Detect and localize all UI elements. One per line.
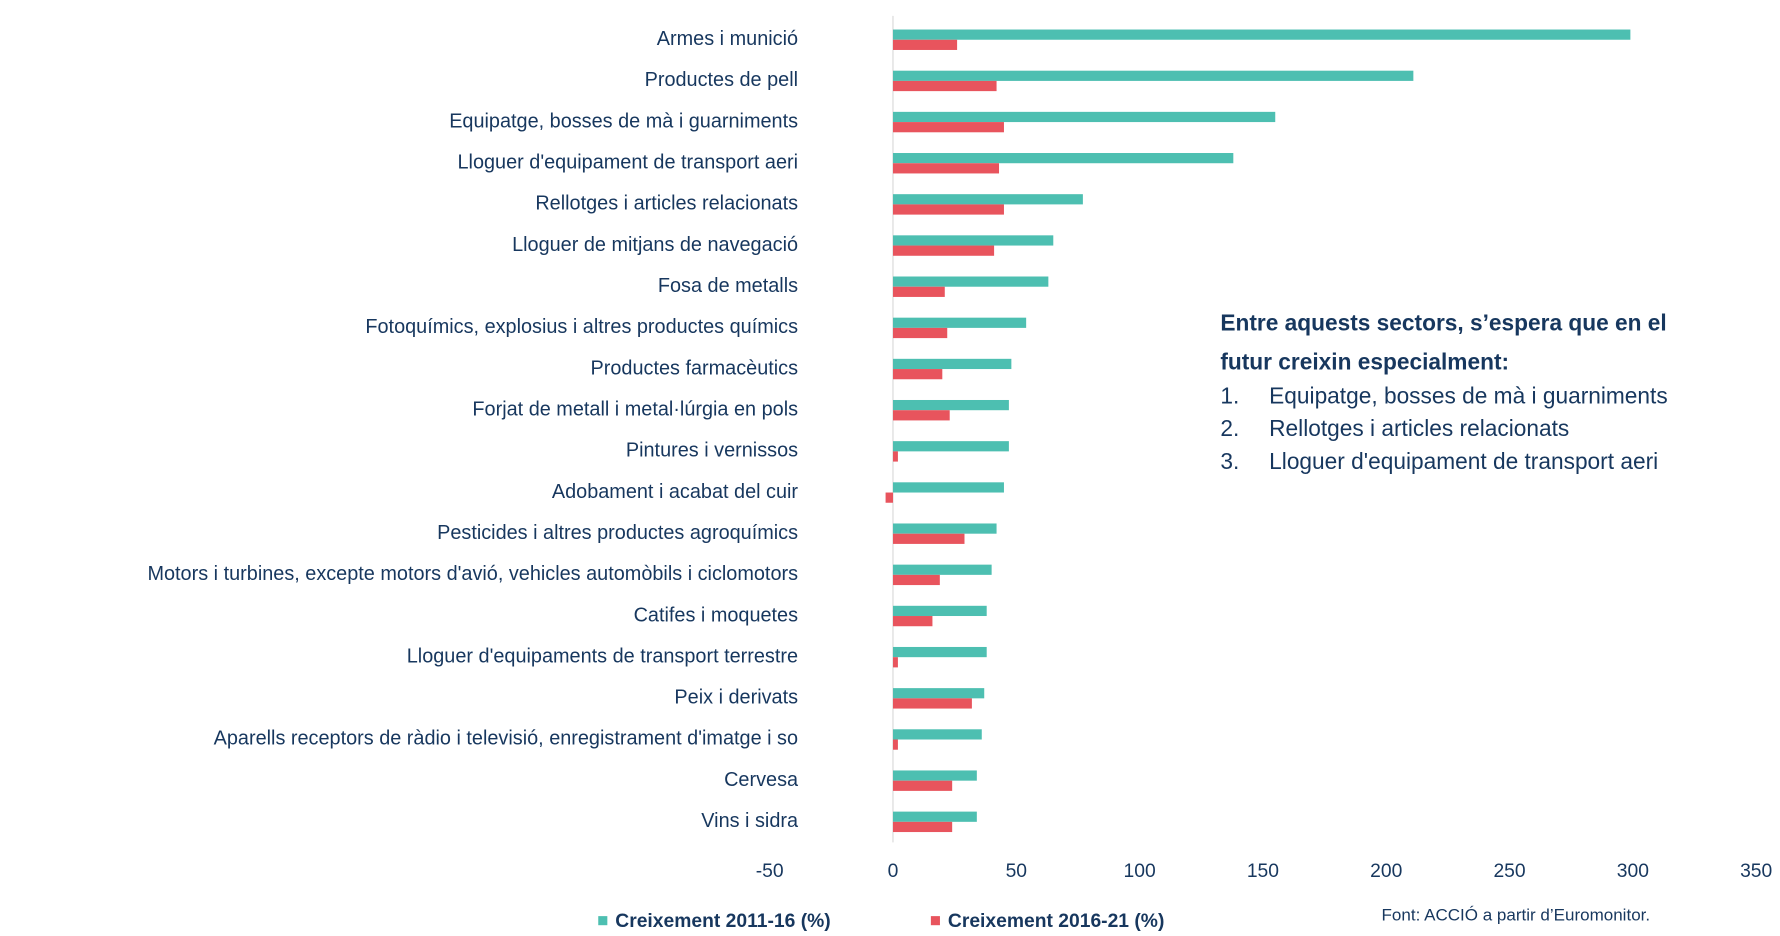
x-tick-label: 100 (1124, 861, 1156, 882)
bar (892, 770, 977, 781)
bar (892, 451, 898, 462)
source: Font: ACCIÓ a partir d’Euromonitor. (1382, 906, 1651, 925)
x-tick-label: 350 (1740, 861, 1772, 882)
x-tick-label: 150 (1247, 861, 1279, 882)
y-tick-label: Vins i sidra (701, 810, 799, 832)
legend-swatch (598, 916, 608, 926)
y-tick-label: Adobament i acabat del cuir (552, 481, 799, 503)
bar (892, 523, 997, 534)
bar (892, 245, 995, 256)
y-tick-label: Fosa de metalls (658, 275, 798, 297)
bar (892, 482, 1004, 493)
y-tick-label: Productes farmacèutics (591, 357, 799, 379)
bar (892, 235, 1054, 246)
bar (892, 698, 972, 709)
y-tick-label: Pesticides i altres productes agroquímic… (437, 522, 798, 544)
bar (892, 153, 1234, 164)
bar (892, 533, 965, 544)
y-tick-label: Fotoquímics, explosius i altres producte… (365, 316, 798, 338)
bar (892, 646, 987, 658)
annotation-number: 2. (1220, 415, 1239, 441)
bar (892, 194, 1083, 205)
x-tick-label: 0 (888, 861, 899, 882)
bar (892, 441, 1009, 452)
x-tick-label: 50 (1006, 861, 1027, 882)
bar (892, 286, 945, 297)
bar (892, 276, 1049, 287)
bar (892, 122, 1004, 133)
bar (892, 574, 940, 586)
legend-label: Creixement 2011-16 (%) (615, 911, 830, 932)
bar (892, 564, 992, 575)
legend-swatch (930, 916, 940, 926)
bar (892, 39, 958, 50)
x-tick-label: 250 (1493, 861, 1525, 882)
bar (892, 410, 950, 421)
bar (892, 657, 898, 668)
annotation: Entre aquests sectors, s’espera que en e… (1220, 310, 1667, 474)
bar (892, 163, 1000, 174)
x-tick-label: 200 (1370, 861, 1402, 882)
y-tick-label: Forjat de metall i metal·lúrgia en pols (472, 398, 798, 420)
bar (892, 821, 953, 833)
bar (892, 605, 987, 617)
y-tick-label: Motors i turbines, excepte motors d'avió… (147, 563, 798, 585)
y-tick-label: Productes de pell (645, 69, 798, 91)
bar (892, 70, 1414, 81)
y-tick-label: Lloguer de mitjans de navegació (512, 234, 798, 256)
annotation-title: futur creixin especialment: (1220, 348, 1509, 374)
bar (892, 327, 948, 339)
annotation-number: 1. (1220, 382, 1239, 408)
bar (892, 399, 1009, 411)
y-tick-label: Pintures i vernissos (626, 440, 798, 462)
bar (892, 729, 982, 740)
y-tick-label: Lloguer d'equipament de transport aeri (458, 151, 799, 173)
x-tick-label: 300 (1617, 861, 1649, 882)
y-tick-label: Lloguer d'equipaments de transport terre… (407, 645, 798, 667)
bar (885, 492, 893, 503)
bar (892, 204, 1004, 215)
annotation-item: Rellotges i articles relacionats (1269, 415, 1569, 441)
bar (892, 111, 1276, 123)
y-tick-label: Peix i derivats (674, 687, 798, 709)
bar (892, 80, 997, 92)
bar (892, 688, 985, 699)
y-tick-label: Catifes i moquetes (634, 604, 799, 626)
y-tick-label: Aparells receptors de ràdio i televisió,… (214, 728, 798, 750)
y-tick-label: Equipatge, bosses de mà i guarniments (449, 110, 798, 132)
bar (892, 739, 898, 750)
bar (892, 358, 1012, 370)
y-tick-label: Armes i munició (657, 28, 798, 50)
bar (892, 29, 1631, 40)
bar (892, 317, 1027, 328)
bar (892, 811, 977, 822)
annotation-item: Lloguer d'equipament de transport aeri (1269, 448, 1658, 474)
y-tick-label: Rellotges i articles relacionats (535, 193, 798, 215)
bar (892, 369, 943, 380)
x-tick-label: -50 (756, 861, 784, 882)
legend-label: Creixement 2016-21 (%) (948, 911, 1164, 932)
annotation-item: Equipatge, bosses de mà i guarniments (1269, 382, 1668, 408)
annotation-number: 3. (1220, 448, 1239, 474)
y-tick-label: Cervesa (724, 769, 799, 791)
annotation-title: Entre aquests sectors, s’espera que en e… (1220, 310, 1666, 336)
bar (892, 616, 933, 627)
bar (892, 780, 953, 791)
